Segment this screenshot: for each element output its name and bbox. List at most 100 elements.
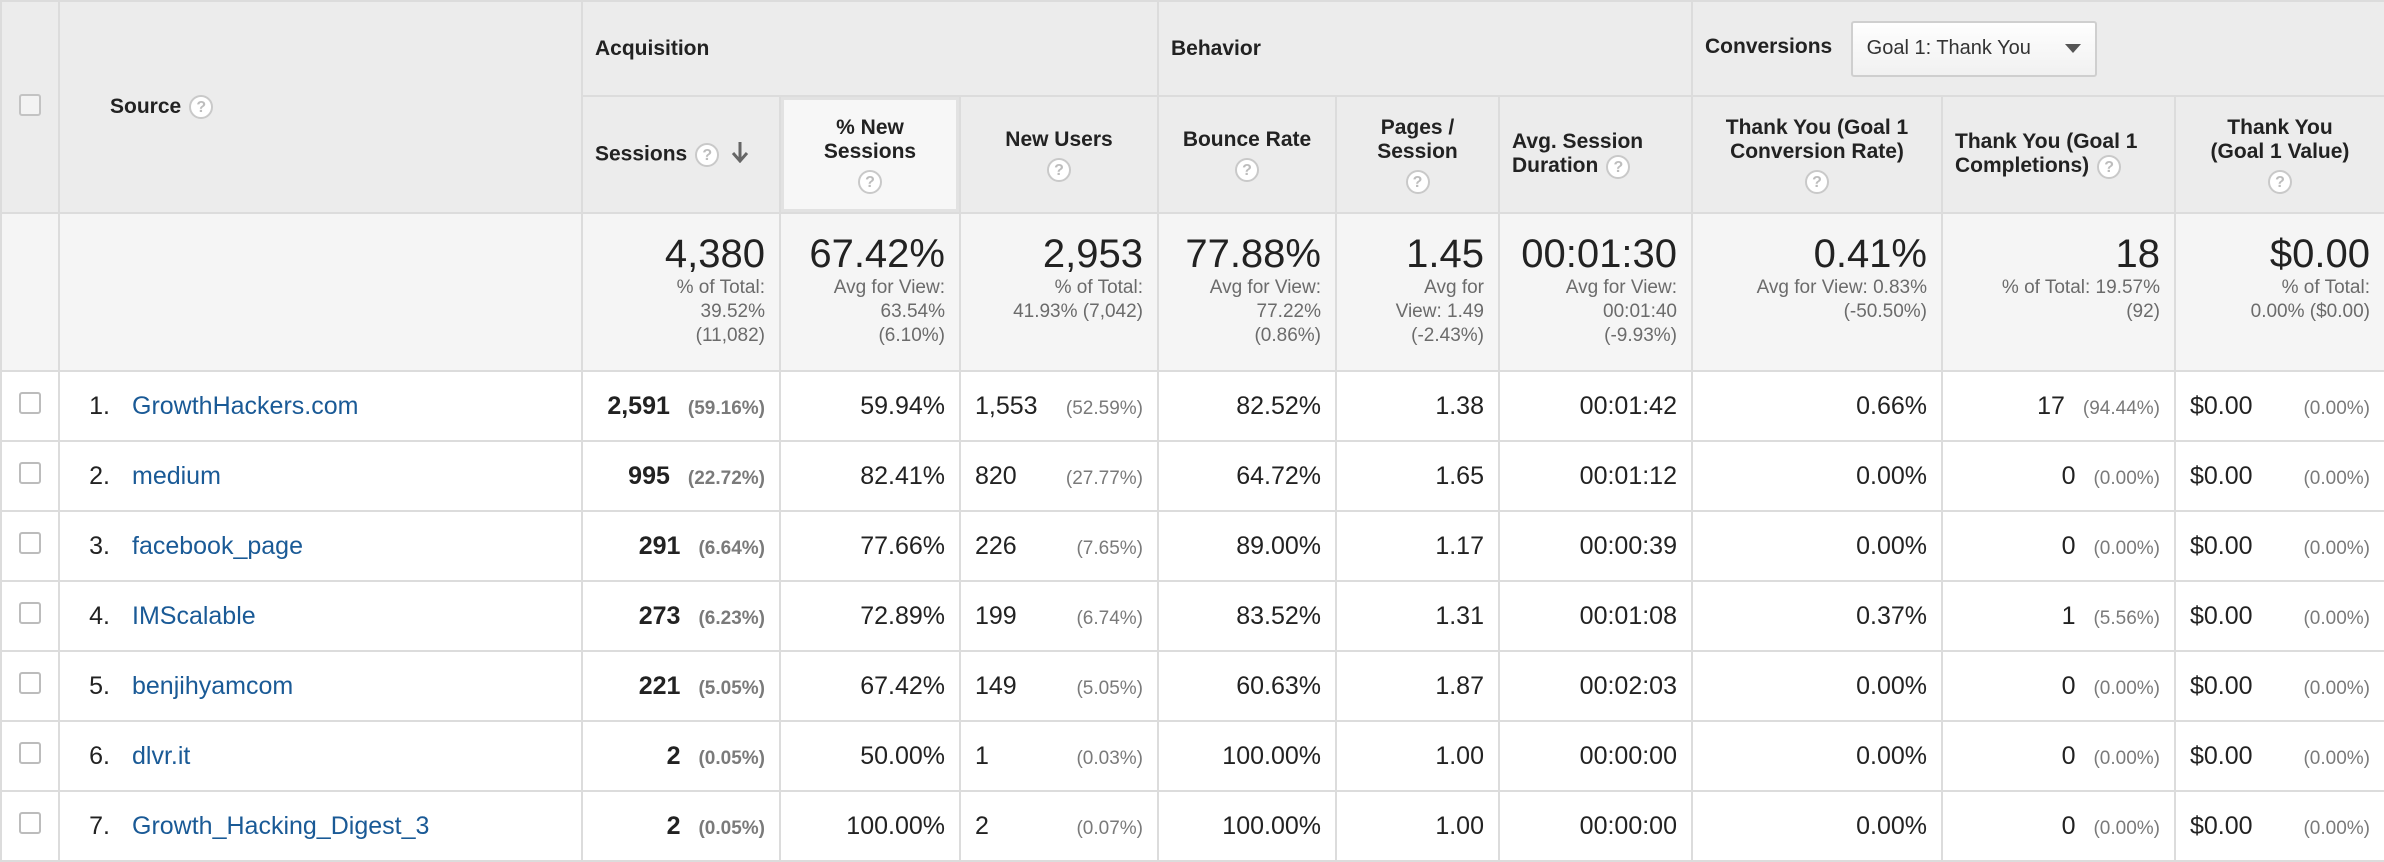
help-icon[interactable]: ? [858,169,882,194]
help-icon[interactable]: ? [1606,154,1631,179]
total-pages-session-caption: View: 1.49 [1395,301,1484,322]
conversion-rate-column-header[interactable]: Thank You (Goal 1 Conversion Rate) ? [1691,95,1943,214]
row-check-cell [0,790,60,862]
sessions-share: (59.16%) [687,397,765,419]
source-column-header[interactable]: Source? [58,0,583,214]
help-icon[interactable]: ? [2097,154,2122,179]
total-avg-duration-value: 00:01:30 [1521,232,1677,276]
completions-value: 1 [2061,601,2076,630]
totals-check-cell [0,212,60,372]
total-new-users: 2,953 % of Total: 41.93% (7,042) [959,212,1159,372]
row-check-cell [0,580,60,652]
completions-cell: 0 (0.00%) [1941,720,2176,792]
source-cell: 1. GrowthHackers.com [58,370,583,442]
completions-column-header[interactable]: Thank You (Goal 1 Completions)? [1941,95,2176,214]
row-checkbox[interactable] [19,741,41,764]
source-link[interactable]: IMScalable [132,601,256,630]
row-checkbox[interactable] [19,461,41,484]
select-all-checkbox[interactable] [19,93,41,116]
sessions-column-header[interactable]: Sessions? [581,95,781,214]
sessions-share: (5.05%) [698,677,765,699]
avg-duration-column-header[interactable]: Avg. Session Duration? [1498,95,1693,214]
completions-share: (5.56%) [2093,607,2160,629]
table-row[interactable]: 5. benjihyamcom 221 (5.05%) 67.42% 149 (5.0… [0,650,2384,722]
new-users-cell: 1,553 (52.59%) [959,370,1159,442]
help-icon[interactable]: ? [1235,157,1259,182]
help-icon[interactable]: ? [189,95,214,120]
total-avg-duration-caption: 00:01:40 [1603,301,1677,322]
total-new-sessions-caption: 63.54% [880,301,945,322]
help-icon[interactable]: ? [1805,169,1829,194]
source-cell: 5. benjihyamcom [58,650,583,722]
total-pages-session-value: 1.45 [1406,232,1484,276]
sessions-share: (6.64%) [698,537,765,559]
bounce-rate-column-header[interactable]: Bounce Rate ? [1157,95,1337,214]
goal-value-cell: $0.00 (0.00%) [2174,440,2384,512]
row-index: 2. [89,461,110,490]
row-index: 7. [89,811,110,840]
source-link[interactable]: benjihyamcom [132,671,294,700]
row-checkbox[interactable] [19,531,41,554]
conversion-rate-cell: 0.66% [1691,370,1943,442]
table-row[interactable]: 1. GrowthHackers.com 2,591 (59.16%) 59.94%… [0,370,2384,442]
total-new-sessions-caption: (6.10%) [878,325,945,346]
metric-header-row: Sessions? % New Sessions ? New Users ? B… [1,95,2384,214]
new-users-column-header[interactable]: New Users ? [959,95,1159,214]
completions-share: (94.44%) [2082,397,2160,419]
row-checkbox[interactable] [19,391,41,414]
goal-select-value: Goal 1: Thank You [1866,37,2031,59]
data-rows: 1. GrowthHackers.com 2,591 (59.16%) 59.94%… [0,370,2384,862]
total-completions: 18 % of Total: 19.57% (92) [1941,212,2176,372]
help-icon[interactable]: ? [695,142,720,167]
goal-value-share: (0.00%) [2303,607,2370,629]
goal-value-value: $0.00 [2190,461,2253,490]
source-link[interactable]: medium [132,461,221,490]
total-new-users-caption: 41.93% (7,042) [1013,301,1143,322]
total-new-users-value: 2,953 [1042,232,1143,276]
row-check-cell [0,720,60,792]
goal-value-value: $0.00 [2190,531,2253,560]
totals-row: 4,380 % of Total: 39.52% (11,082) 67.42%… [0,212,2384,372]
total-pages-session-caption: (-2.43%) [1411,325,1484,346]
avg-duration-cell: 00:01:08 [1498,580,1693,652]
sessions-value: 2 [666,741,681,770]
conversion-rate-cell: 0.00% [1691,720,1943,792]
goal-value-column-header[interactable]: Thank You (Goal 1 Value) ? [2174,95,2384,214]
new-users-share: (6.74%) [1076,607,1143,629]
help-icon[interactable]: ? [2268,169,2292,194]
help-icon[interactable]: ? [1405,169,1430,194]
new-sessions-cell: 82.41% [779,440,961,512]
help-icon[interactable]: ? [1047,157,1071,182]
source-cell: 6. dlvr.it [58,720,583,792]
avg-duration-header-label: Avg. Session Duration [1512,130,1644,178]
table-row[interactable]: 7. Growth_Hacking_Digest_3 2 (0.05%) 100.0… [0,790,2384,862]
row-checkbox[interactable] [19,811,41,834]
sessions-share: (22.72%) [687,467,765,489]
new-users-value: 820 [975,461,1017,490]
table-row[interactable]: 4. IMScalable 273 (6.23%) 72.89% 199 (6.74%… [0,580,2384,652]
goal-select-dropdown[interactable]: Goal 1: Thank You [1850,20,2097,77]
new-users-value: 1,553 [975,391,1038,420]
source-cell: 3. facebook_page [58,510,583,582]
total-bounce-rate-caption: 77.22% [1256,301,1321,322]
source-link[interactable]: Growth_Hacking_Digest_3 [132,811,430,840]
sessions-header-label: Sessions [595,142,688,166]
sessions-value: 273 [638,601,681,630]
source-cell: 7. Growth_Hacking_Digest_3 [58,790,583,862]
table-row[interactable]: 2. medium 995 (22.72%) 82.41% 820 (27.77%) … [0,440,2384,512]
avg-duration-cell: 00:00:00 [1498,790,1693,862]
new-sessions-column-header[interactable]: % New Sessions ? [779,95,961,214]
table-row[interactable]: 6. dlvr.it 2 (0.05%) 50.00% 1 (0.03%) 100.0… [0,720,2384,792]
sort-descending-icon[interactable] [731,141,749,169]
conversion-rate-header-label: Thank You (Goal 1 Conversion Rate) [1725,115,1909,163]
new-sessions-cell: 50.00% [779,720,961,792]
source-link[interactable]: facebook_page [132,531,303,560]
row-checkbox[interactable] [19,601,41,624]
row-checkbox[interactable] [19,671,41,694]
goal-value-cell: $0.00 (0.00%) [2174,790,2384,862]
pages-session-column-header[interactable]: Pages / Session ? [1335,95,1500,214]
source-link[interactable]: dlvr.it [132,741,191,770]
table-row[interactable]: 3. facebook_page 291 (6.64%) 77.66% 226 (7.… [0,510,2384,582]
source-link[interactable]: GrowthHackers.com [132,391,359,420]
